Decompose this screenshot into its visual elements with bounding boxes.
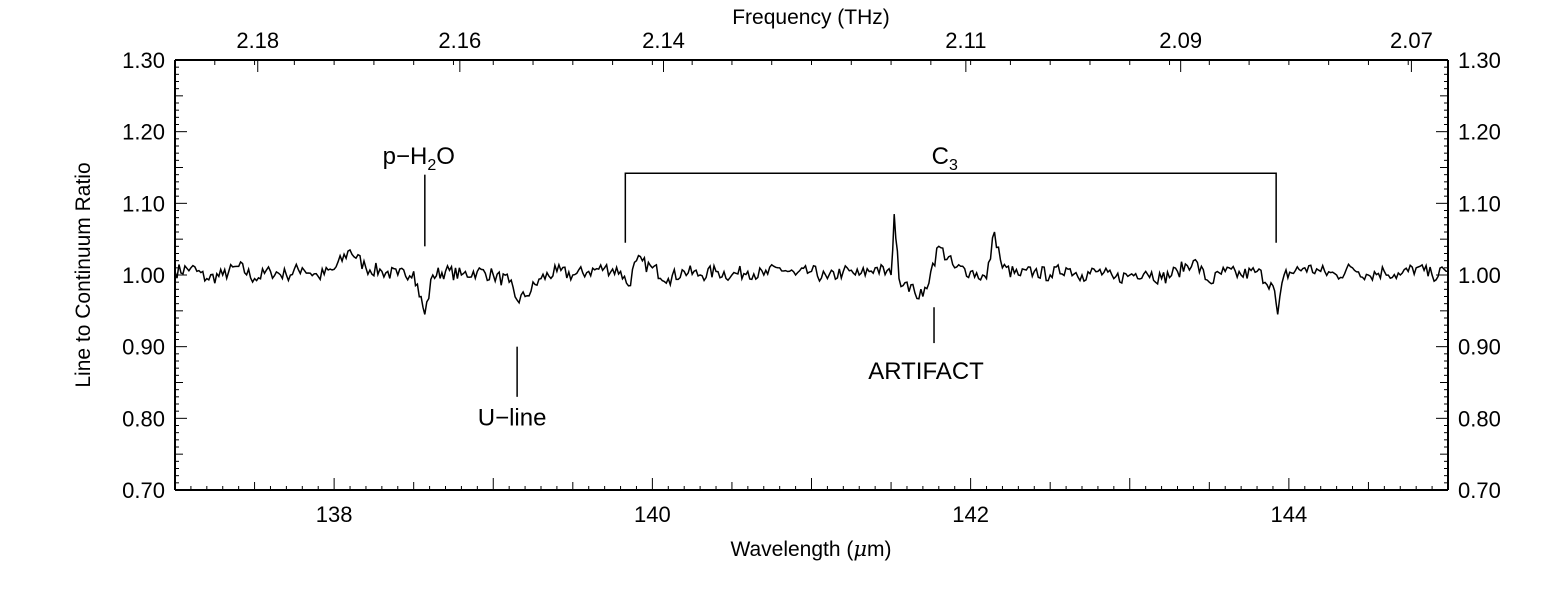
- y-tick-label-right: 1.20: [1458, 120, 1501, 145]
- c3-bracket: [624, 172, 1277, 243]
- y-tick-label: 1.00: [122, 263, 165, 288]
- x-tick-label: 140: [634, 502, 671, 527]
- y-axis-title: Line to Continuum Ratio: [72, 162, 95, 387]
- spectrum-line: [174, 214, 1449, 315]
- y-tick-label: 0.70: [122, 478, 165, 503]
- p-h2o-label: p−H2O: [383, 143, 455, 174]
- top-tick-label: 2.14: [642, 28, 685, 53]
- c3-label: C3: [932, 143, 958, 174]
- u-line-label: U−line: [478, 405, 547, 432]
- x-tick-label: 138: [316, 502, 353, 527]
- y-tick-label: 1.20: [122, 120, 165, 145]
- top-axis-title: Frequency (THz): [732, 6, 890, 29]
- y-tick-label: 0.90: [122, 335, 165, 360]
- x-tick-label: 144: [1271, 502, 1308, 527]
- top-tick-label: 2.11: [945, 28, 986, 53]
- top-tick-label: 2.16: [438, 28, 481, 53]
- y-tick-label-right: 1.30: [1458, 48, 1501, 73]
- top-tick-label: 2.18: [236, 28, 279, 53]
- y-tick-label: 1.30: [122, 48, 165, 73]
- y-tick-label-right: 1.00: [1458, 263, 1501, 288]
- y-tick-label-right: 0.90: [1458, 335, 1501, 360]
- x-tick-label: 142: [952, 502, 989, 527]
- y-tick-label-right: 0.80: [1458, 406, 1501, 431]
- y-tick-label: 1.10: [122, 191, 165, 216]
- x-axis-title: Wavelength (μm): [730, 537, 891, 561]
- top-tick-label: 2.07: [1390, 28, 1433, 53]
- y-tick-label-right: 1.10: [1458, 191, 1501, 216]
- artifact-label: ARTIFACT: [868, 358, 984, 385]
- y-tick-label-right: 0.70: [1458, 478, 1501, 503]
- y-tick-label: 0.80: [122, 406, 165, 431]
- top-tick-label: 2.09: [1159, 28, 1202, 53]
